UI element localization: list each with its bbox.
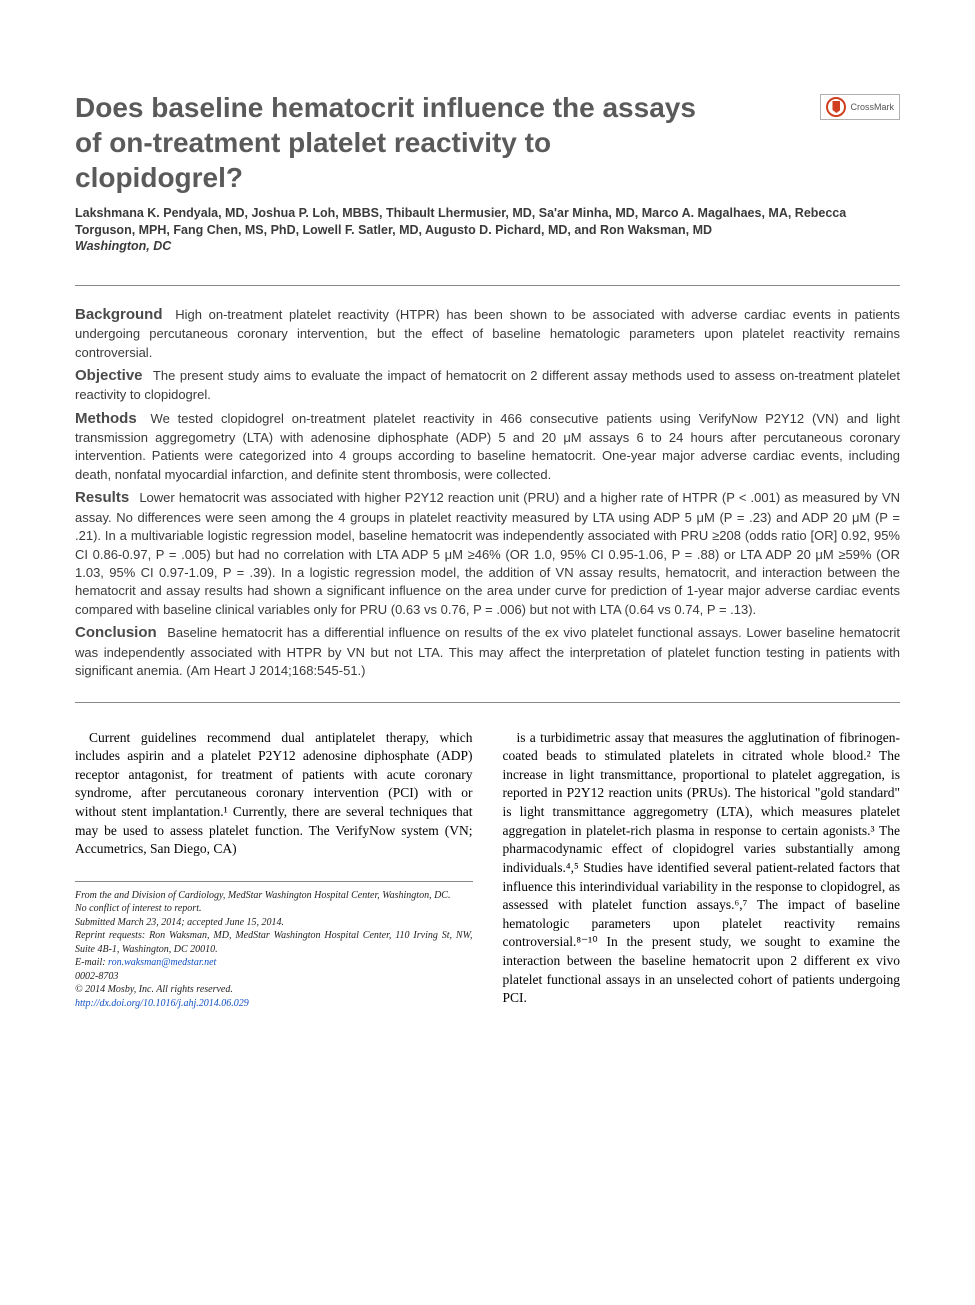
abstract-label-background: Background: [75, 306, 163, 323]
abstract-text-conclusion: Baseline hematocrit has a differential i…: [75, 625, 900, 678]
body-paragraph-1: Current guidelines recommend dual antipl…: [75, 729, 473, 859]
abstract-label-conclusion: Conclusion: [75, 624, 157, 641]
body-column-left: Current guidelines recommend dual antipl…: [75, 729, 473, 1011]
abstract-text-background: High on-treatment platelet reactivity (H…: [75, 307, 900, 360]
abstract-label-results: Results: [75, 489, 129, 506]
author-list: Lakshmana K. Pendyala, MD, Joshua P. Loh…: [75, 205, 900, 239]
abstract-label-objective: Objective: [75, 367, 143, 384]
abstract-methods: Methods We tested clopidogrel on-treatme…: [75, 408, 900, 485]
footnotes-block: From the and Division of Cardiology, Med…: [75, 881, 473, 1011]
article-title: Does baseline hematocrit influence the a…: [75, 90, 725, 195]
footnote-email: E-mail: ron.waksman@medstar.net: [75, 956, 473, 970]
footnote-email-link[interactable]: ron.waksman@medstar.net: [108, 957, 216, 968]
footnote-issn: 0002-8703: [75, 970, 473, 984]
footnote-submitted: Submitted March 23, 2014; accepted June …: [75, 916, 473, 930]
abstract-label-methods: Methods: [75, 410, 137, 427]
author-location: Washington, DC: [75, 239, 900, 253]
abstract-results: Results Lower hematocrit was associated …: [75, 487, 900, 619]
body-column-right: is a turbidimetric assay that measures t…: [503, 729, 901, 1011]
footnote-email-label: E-mail:: [75, 957, 106, 968]
footnote-reprint: Reprint requests: Ron Waksman, MD, MedSt…: [75, 929, 473, 956]
abstract-text-objective: The present study aims to evaluate the i…: [75, 368, 900, 402]
abstract-text-methods: We tested clopidogrel on-treatment plate…: [75, 411, 900, 482]
crossmark-icon: [826, 97, 846, 117]
body-columns: Current guidelines recommend dual antipl…: [75, 729, 900, 1011]
body-paragraph-2: is a turbidimetric assay that measures t…: [503, 729, 901, 1008]
abstract-background: Background High on-treatment platelet re…: [75, 304, 900, 362]
crossmark-badge[interactable]: CrossMark: [820, 94, 900, 120]
abstract-conclusion: Conclusion Baseline hematocrit has a dif…: [75, 622, 900, 680]
footnote-copyright: © 2014 Mosby, Inc. All rights reserved.: [75, 983, 473, 997]
footnote-doi-link[interactable]: http://dx.doi.org/10.1016/j.ahj.2014.06.…: [75, 998, 249, 1009]
abstract-block: Background High on-treatment platelet re…: [75, 285, 900, 703]
crossmark-label: CrossMark: [850, 102, 894, 112]
footnote-conflict: No conflict of interest to report.: [75, 902, 473, 916]
footnote-from: From the and Division of Cardiology, Med…: [75, 889, 473, 903]
abstract-text-results: Lower hematocrit was associated with hig…: [75, 490, 900, 617]
abstract-objective: Objective The present study aims to eval…: [75, 365, 900, 405]
